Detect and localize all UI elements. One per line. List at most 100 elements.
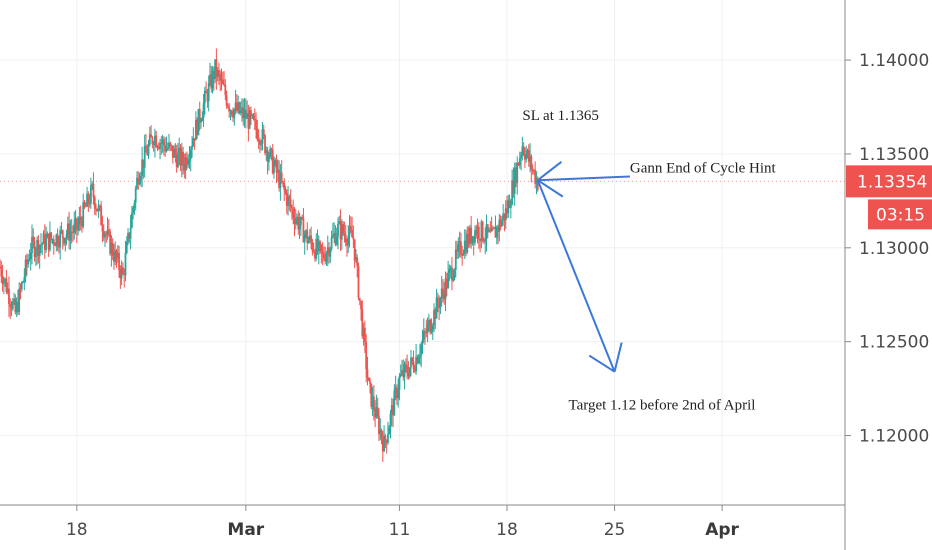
- candle-body: [310, 235, 313, 243]
- candle-body: [393, 390, 396, 416]
- candle-body: [177, 152, 179, 168]
- candle-body: [334, 233, 337, 245]
- candle-body: [188, 158, 191, 161]
- candle-body: [75, 218, 78, 231]
- candle-body: [40, 244, 42, 246]
- candle-body: [60, 230, 63, 232]
- candle-body: [29, 252, 32, 260]
- candle-body: [54, 244, 56, 247]
- candle-body: [465, 240, 467, 253]
- candle-body: [472, 236, 475, 243]
- candle-body: [392, 405, 394, 416]
- candle-body: [214, 59, 216, 80]
- candle-body: [356, 257, 359, 266]
- candle-body: [466, 233, 469, 253]
- candle-body: [460, 241, 462, 255]
- candle-body: [215, 59, 218, 77]
- candle-body: [445, 278, 448, 288]
- candle-body: [420, 344, 423, 355]
- candle-body: [422, 331, 425, 340]
- candle-body: [224, 84, 227, 96]
- candle-body: [370, 383, 373, 407]
- candle-body: [499, 219, 502, 227]
- candle-body: [394, 387, 397, 391]
- arrow-shaft-2: [537, 175, 630, 182]
- candle-body: [296, 216, 298, 220]
- candle-body: [509, 204, 512, 209]
- candle-body: [430, 329, 433, 333]
- candle-body: [513, 167, 516, 194]
- candle-body: [480, 221, 483, 241]
- candle-body: [301, 216, 304, 219]
- candle-body: [63, 237, 65, 244]
- candle-body: [261, 129, 264, 144]
- candle-body: [275, 160, 278, 173]
- candle-body: [130, 213, 133, 228]
- candle-body: [105, 234, 108, 236]
- candle-body: [179, 148, 182, 166]
- candle-body: [216, 69, 219, 77]
- candle-body: [486, 224, 489, 232]
- candle-body: [433, 309, 435, 326]
- candle-body: [477, 226, 480, 240]
- candle-body: [279, 172, 282, 189]
- candle-body: [274, 160, 277, 165]
- candle-body: [175, 155, 178, 168]
- candle-body: [353, 239, 356, 261]
- candle-body: [357, 265, 360, 299]
- arrow-head-2-2: [537, 161, 563, 182]
- x-tick-label-6: Apr: [705, 520, 739, 540]
- candle-body: [244, 109, 247, 119]
- candle-body: [302, 218, 305, 243]
- candle-body: [210, 74, 213, 89]
- candle-body: [526, 150, 529, 154]
- candle-body: [399, 374, 402, 377]
- candle-body: [276, 169, 279, 173]
- candle-body: [372, 396, 375, 411]
- candle-body: [106, 229, 109, 235]
- candle-body: [196, 119, 199, 136]
- candle-body: [265, 149, 268, 154]
- candle-body: [289, 199, 292, 208]
- candle-body: [91, 184, 94, 186]
- candle-body: [352, 237, 355, 240]
- candle-body: [435, 297, 438, 319]
- candle-body: [378, 415, 380, 435]
- candle-body: [182, 151, 184, 165]
- candle-body: [109, 231, 112, 255]
- candle-body: [154, 135, 156, 146]
- candle-body: [64, 238, 67, 244]
- candle-body: [45, 237, 47, 250]
- candle-body: [238, 102, 241, 113]
- candle-body: [49, 232, 51, 250]
- candle-body: [24, 259, 27, 278]
- candle-body: [481, 221, 484, 241]
- candle-body: [442, 288, 444, 293]
- candle-body: [490, 227, 493, 232]
- candle-body: [0, 266, 3, 277]
- candle-body: [351, 229, 353, 238]
- candle-body: [443, 292, 446, 300]
- candle-body: [449, 267, 452, 270]
- candle-body: [79, 217, 82, 221]
- candle-body: [37, 239, 40, 256]
- candle-body: [243, 109, 246, 119]
- candle-body: [146, 152, 149, 156]
- candle-body: [150, 134, 152, 138]
- candle-body: [157, 146, 160, 149]
- candle-body: [462, 253, 465, 256]
- candle-body: [102, 231, 105, 238]
- candle-body: [51, 239, 54, 241]
- candle-body: [317, 241, 320, 252]
- candle-body: [461, 254, 464, 256]
- candle-body: [18, 288, 21, 313]
- candle-body: [375, 407, 378, 418]
- candle-body: [525, 153, 528, 160]
- candle-body: [22, 281, 24, 283]
- candle-body: [527, 150, 530, 162]
- candle-body: [331, 235, 334, 238]
- candle-body: [314, 251, 316, 259]
- candle-body: [114, 250, 117, 262]
